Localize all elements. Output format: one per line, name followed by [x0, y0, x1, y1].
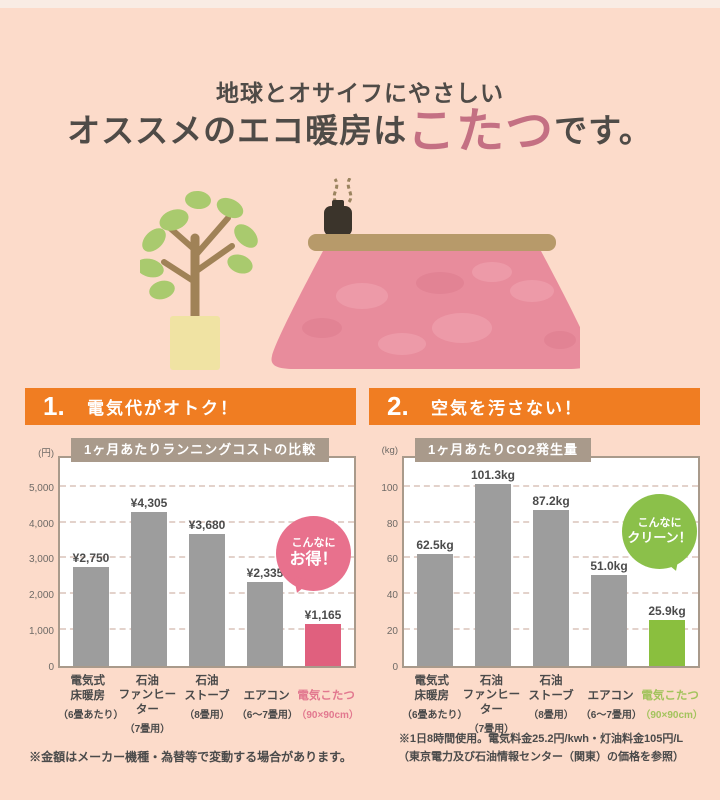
- steam-icon: [346, 178, 353, 203]
- bar: [591, 574, 627, 666]
- bar: [189, 534, 225, 666]
- x-category-label: エアコン （6～7畳用）: [580, 689, 642, 721]
- footnote-co2: ※1日8時間使用。電気料金25.2円/kwh・灯油料金105円/L （東京電力及…: [398, 733, 684, 763]
- section-cost: 1. 電気代がオトク！ 1ヶ月あたりランニングコストの比較 (円) 0 1,000 2…: [25, 388, 359, 736]
- bar-value-label: ¥4,305: [130, 495, 168, 510]
- bar-value-label: ¥2,335: [246, 566, 284, 581]
- y-axis: (kg) 0 20 40 60 80 100: [369, 445, 402, 673]
- x-axis-labels: 電気式 床暖房 （6畳あたり） 石油 ファンヒーター （7畳用） 石油 ストーブ （8畳用） エア…: [402, 674, 703, 736]
- page-title: オススメのエコ暖房はこたつです。: [0, 104, 720, 156]
- page-subtitle: 地球とオサイフにやさしい: [216, 81, 504, 106]
- bar-value-label: ¥3,680: [188, 518, 226, 533]
- chart-title: 1ヶ月あたりランニングコストの比較: [71, 438, 330, 462]
- y-axis-unit: (kg): [381, 445, 398, 456]
- plant-illustration: [140, 190, 258, 370]
- bar-group: 51.0kg: [580, 559, 638, 666]
- y-tick-label: 0: [48, 662, 54, 673]
- teapot-icon: [324, 206, 352, 236]
- kotatsu-blanket: [271, 251, 580, 369]
- chart-title: 1ヶ月あたりCO2発生量: [415, 438, 591, 462]
- y-tick-label: 100: [381, 482, 398, 494]
- y-tick-label: 40: [386, 590, 398, 602]
- bar-group: 62.5kg: [406, 538, 464, 666]
- x-category-label: 石油 ストーブ （8畳用）: [528, 675, 574, 721]
- y-tick-label: 1,000: [28, 626, 54, 638]
- y-axis-unit: (円): [38, 448, 54, 459]
- x-category-label: 電気式 床暖房 （6畳あたり）: [58, 675, 124, 721]
- page-title-prefix: オススメのエコ暖房は: [67, 114, 408, 150]
- bar-value-label: ¥1,165: [304, 608, 342, 623]
- y-axis: (円) 0 1,000 2,000 3,000 4,000 5,000: [25, 448, 58, 673]
- bar: [475, 484, 511, 666]
- section-number: 2.: [387, 391, 409, 421]
- y-tick-label: 60: [386, 554, 398, 566]
- x-category-label: 電気こたつ （90×90cm）: [296, 689, 359, 721]
- bar-value-label: 101.3kg: [470, 468, 516, 483]
- section-number: 1.: [43, 391, 65, 421]
- bar-group: 101.3kg: [464, 468, 522, 666]
- bar: [247, 582, 283, 666]
- section-header-cost: 1. 電気代がオトク！: [25, 388, 356, 425]
- bar-value-label: 51.0kg: [590, 558, 628, 573]
- section-co2: 2. 空気を汚さない！ 1ヶ月あたりCO2発生量 (kg) 0 20 40 60 80 10…: [369, 388, 703, 736]
- x-category-label: 電気こたつ （90×90cm）: [640, 689, 703, 721]
- bar-group: ¥3,680: [178, 518, 236, 666]
- bar-value-label: 87.2kg: [532, 493, 570, 508]
- top-strip: [0, 0, 720, 8]
- x-category-label: エアコン （6～7畳用）: [236, 689, 298, 721]
- running-cost-chart: 1ヶ月あたりランニングコストの比較 (円) 0 1,000 2,000 3,000 4,0…: [25, 438, 359, 736]
- bar-value-label: 25.9kg: [648, 603, 686, 618]
- footnote-cost: ※金額はメーカー機種・為替等で変動する場合があります。: [29, 750, 352, 764]
- bar: [131, 511, 167, 666]
- y-tick-label: 20: [386, 626, 398, 638]
- bar: [305, 624, 341, 666]
- gridline: [404, 484, 698, 487]
- kotatsu: [271, 178, 580, 369]
- y-tick-label: 0: [392, 662, 398, 673]
- steam-icon: [332, 178, 339, 203]
- plant-pot: [170, 316, 220, 370]
- kotatsu-tabletop: [308, 234, 556, 251]
- y-tick-label: 5,000: [28, 482, 54, 494]
- y-tick-label: 80: [386, 518, 398, 530]
- bar-group: 87.2kg: [522, 494, 580, 666]
- plot-area: 62.5kg 101.3kg 87.2kg 51.0kg 25.9kg こんなに クリー…: [402, 456, 700, 668]
- co2-chart: 1ヶ月あたりCO2発生量 (kg) 0 20 40 60 80 100 62.5kg 101.…: [369, 438, 703, 736]
- section-label: 電気代がオトク！: [87, 399, 239, 418]
- plot-area: ¥2,750 ¥4,305 ¥3,680 ¥2,335 ¥1,165 こんなに お得！: [58, 456, 356, 668]
- gridline: [60, 520, 354, 523]
- bar-group: 25.9kg: [638, 604, 696, 666]
- bar-value-label: ¥2,750: [72, 551, 110, 566]
- y-tick-label: 4,000: [28, 518, 54, 530]
- x-category-label: 石油 ストーブ （8畳用）: [184, 675, 230, 721]
- bar: [533, 509, 569, 666]
- bar-group: ¥1,165: [294, 608, 352, 666]
- kotatsu-illustration: [140, 178, 580, 370]
- page-title-highlight: こたつ: [407, 105, 555, 158]
- bar: [73, 567, 109, 666]
- bar-group: ¥2,335: [236, 566, 294, 666]
- y-tick-label: 2,000: [28, 590, 54, 602]
- gridline: [60, 484, 354, 487]
- bar: [417, 553, 453, 666]
- x-category-label: 石油 ファンヒーター （7畳用）: [118, 675, 177, 736]
- y-tick-label: 3,000: [28, 554, 54, 566]
- bar-group: ¥4,305: [120, 496, 178, 666]
- bar-group: ¥2,750: [62, 551, 120, 666]
- savings-bubble: こんなに お得！: [276, 516, 351, 605]
- x-category-label: 電気式 床暖房 （6畳あたり）: [402, 675, 468, 721]
- clean-bubble: こんなに クリーン！: [622, 494, 697, 583]
- x-category-label: 石油 ファンヒーター （7畳用）: [462, 675, 521, 736]
- bar: [649, 619, 685, 666]
- section-label: 空気を汚さない！: [431, 399, 583, 418]
- x-axis-labels: 電気式 床暖房 （6畳あたり） 石油 ファンヒーター （7畳用） 石油 ストーブ （8畳用） エア…: [58, 674, 359, 736]
- page-title-suffix: です。: [554, 114, 653, 150]
- bar-value-label: 62.5kg: [416, 537, 454, 552]
- section-header-co2: 2. 空気を汚さない！: [369, 388, 700, 425]
